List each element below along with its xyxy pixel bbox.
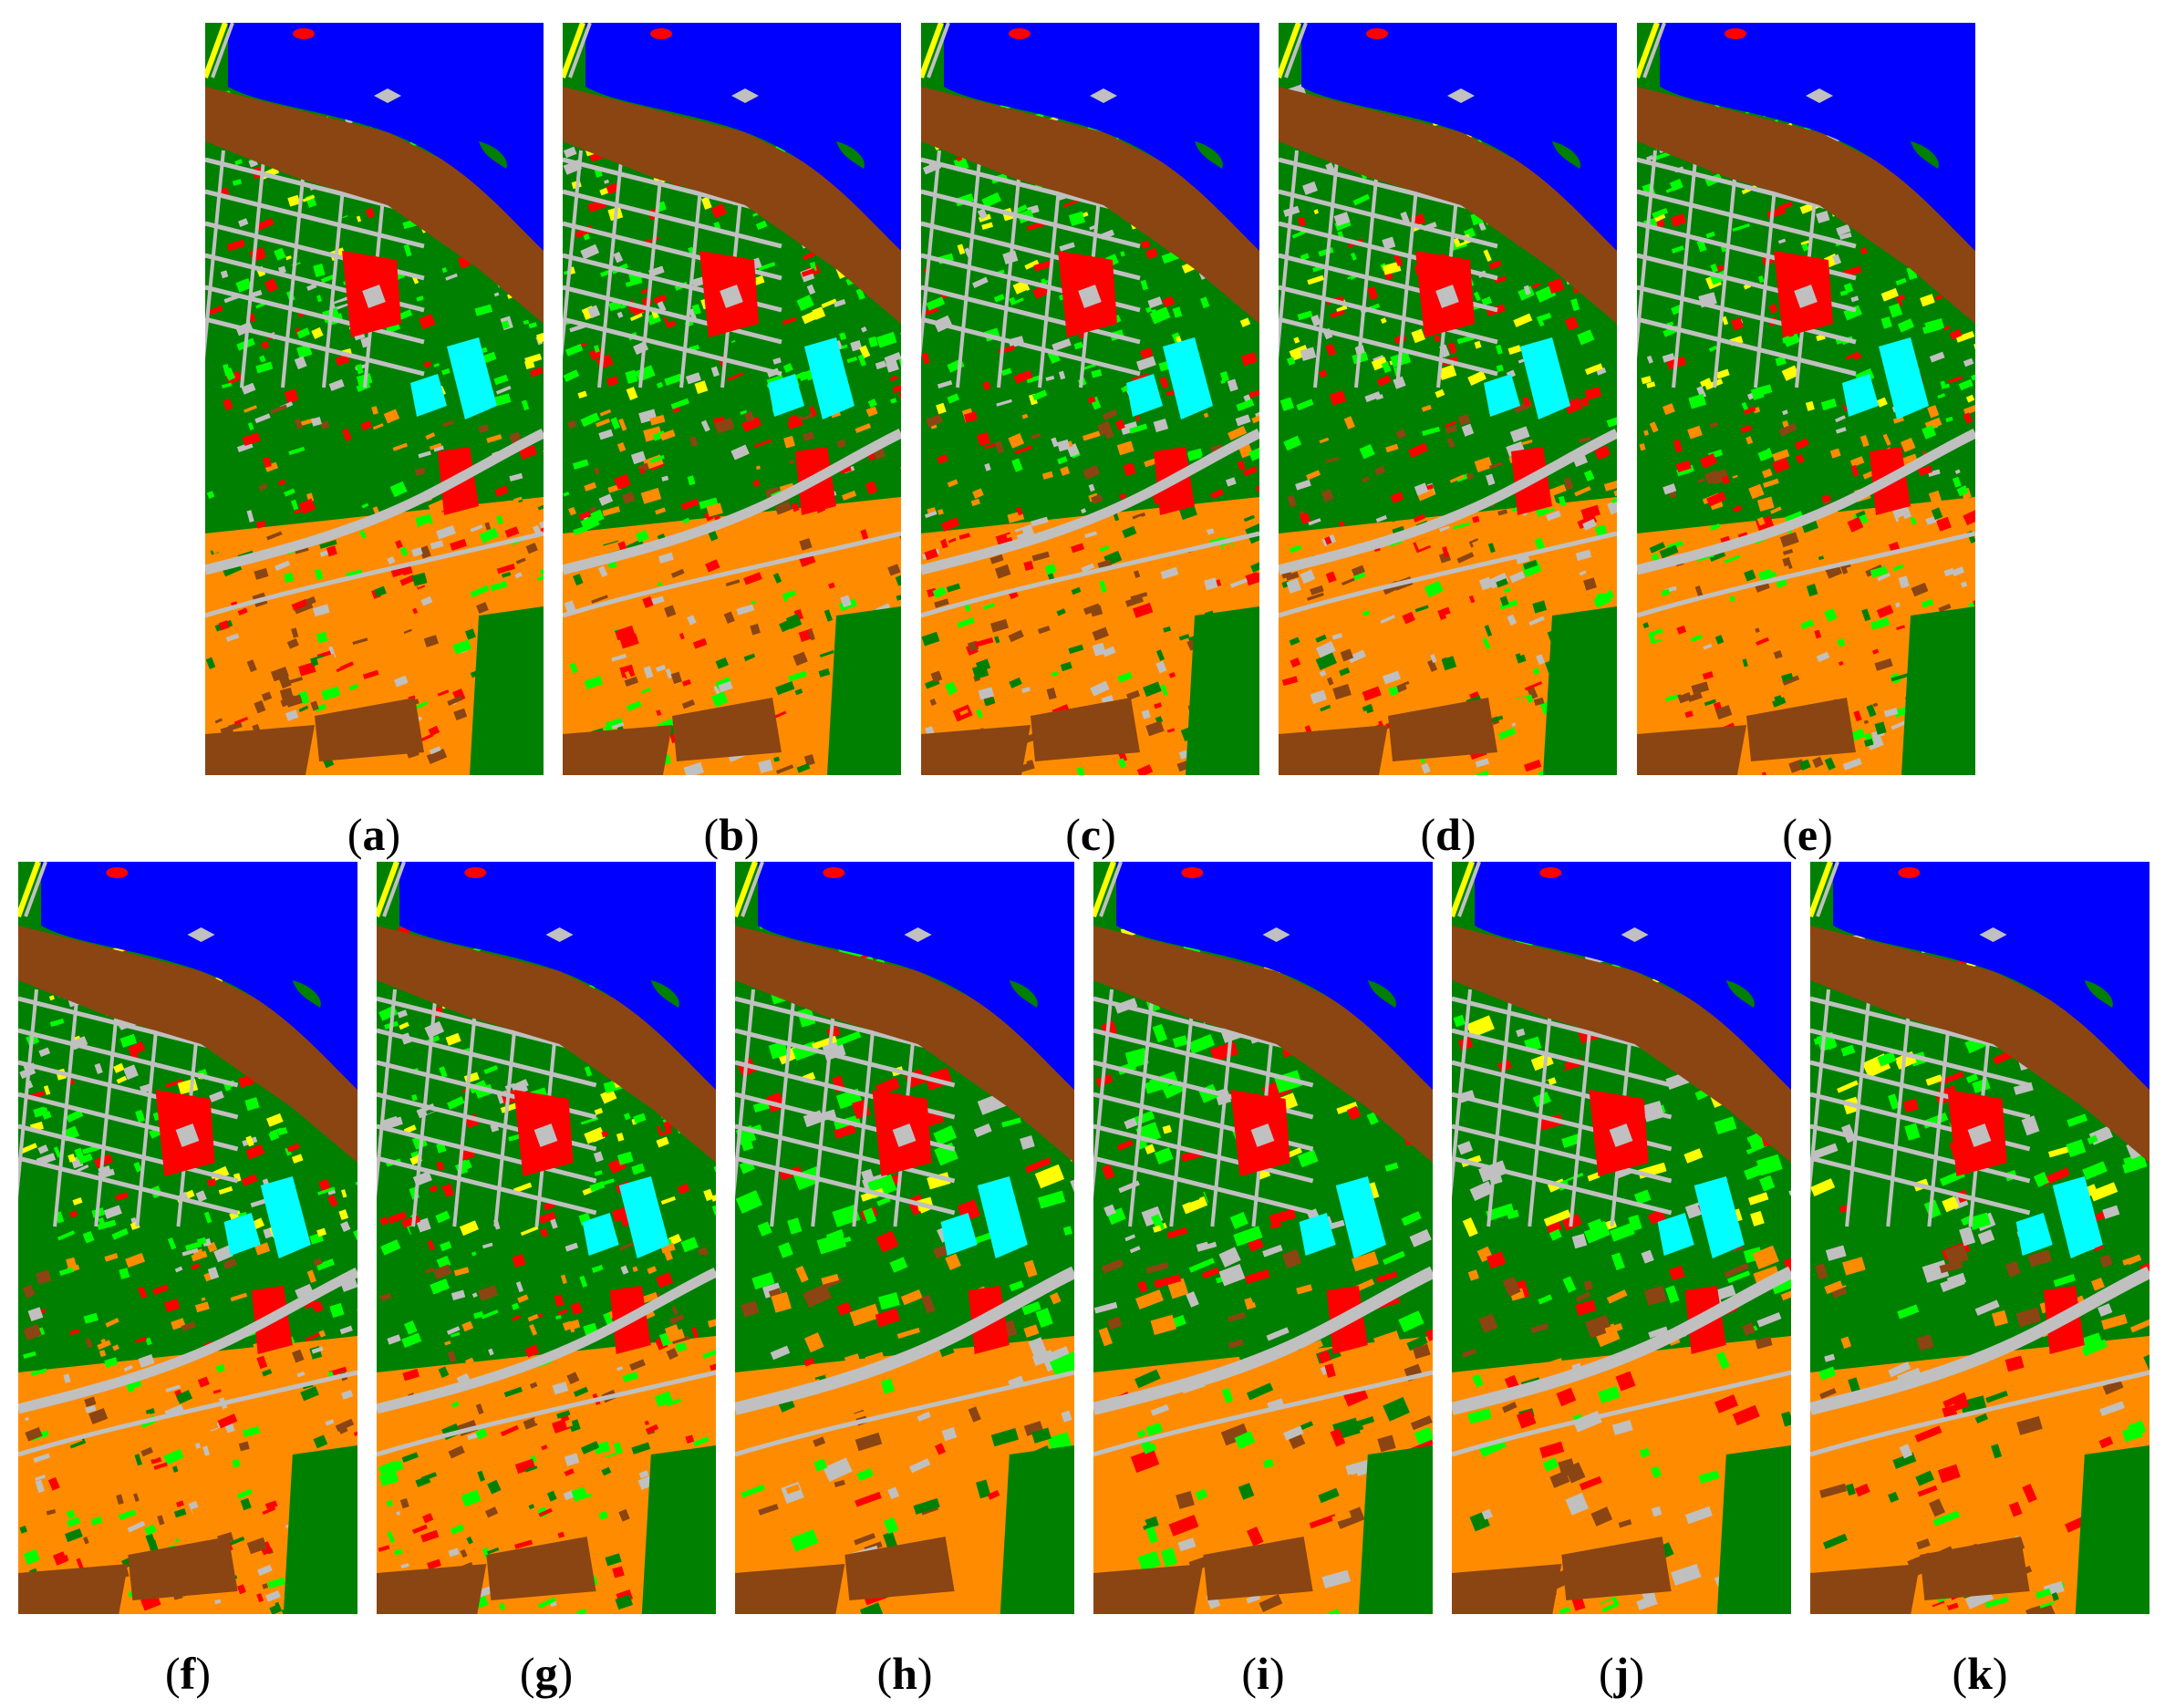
panel-label: g [534, 1648, 558, 1699]
map-image-k [1810, 862, 2149, 1614]
map-image-f [18, 862, 357, 1614]
panel-caption-c: (c) [1065, 809, 1116, 860]
classification-map-j [1452, 862, 1791, 1614]
panel-label: h [892, 1648, 917, 1699]
classification-map-a [205, 23, 544, 775]
classification-map-e [1637, 23, 1975, 775]
map-image-h [735, 862, 1074, 1614]
panel-caption-i: (i) [1241, 1648, 1285, 1699]
map-image-g [377, 862, 716, 1614]
panel-caption-h: (h) [876, 1648, 933, 1699]
panel-caption-f: (f) [165, 1648, 211, 1699]
panel-caption-g: (g) [519, 1648, 574, 1699]
panel-label: e [1797, 809, 1818, 860]
panel-label: a [362, 809, 386, 860]
panel-label: d [1435, 809, 1461, 860]
panel-caption-b: (b) [703, 809, 760, 860]
panel-label: c [1080, 809, 1102, 860]
panel-label: j [1613, 1648, 1630, 1699]
classification-map-h [735, 862, 1074, 1614]
panel-caption-k: (k) [1952, 1648, 2008, 1699]
panel-caption-e: (e) [1782, 809, 1833, 860]
classification-map-b [563, 23, 901, 775]
classification-map-g [377, 862, 716, 1614]
panel-label: f [180, 1648, 196, 1699]
map-image-d [1279, 23, 1617, 775]
panel-caption-a: (a) [347, 809, 401, 860]
map-image-j [1452, 862, 1791, 1614]
map-image-e [1637, 23, 1975, 775]
classification-map-k [1810, 862, 2149, 1614]
panel-label: k [1967, 1648, 1993, 1699]
classification-map-c [921, 23, 1259, 775]
classification-map-d [1279, 23, 1617, 775]
classification-map-i [1093, 862, 1433, 1614]
map-image-c [921, 23, 1259, 775]
map-image-b [563, 23, 901, 775]
panel-label: i [1257, 1648, 1269, 1699]
panel-caption-d: (d) [1420, 809, 1476, 860]
panel-caption-j: (j) [1599, 1648, 1644, 1699]
map-image-a [205, 23, 544, 775]
panel-label: b [719, 809, 744, 860]
map-image-i [1093, 862, 1433, 1614]
classification-map-f [18, 862, 357, 1614]
